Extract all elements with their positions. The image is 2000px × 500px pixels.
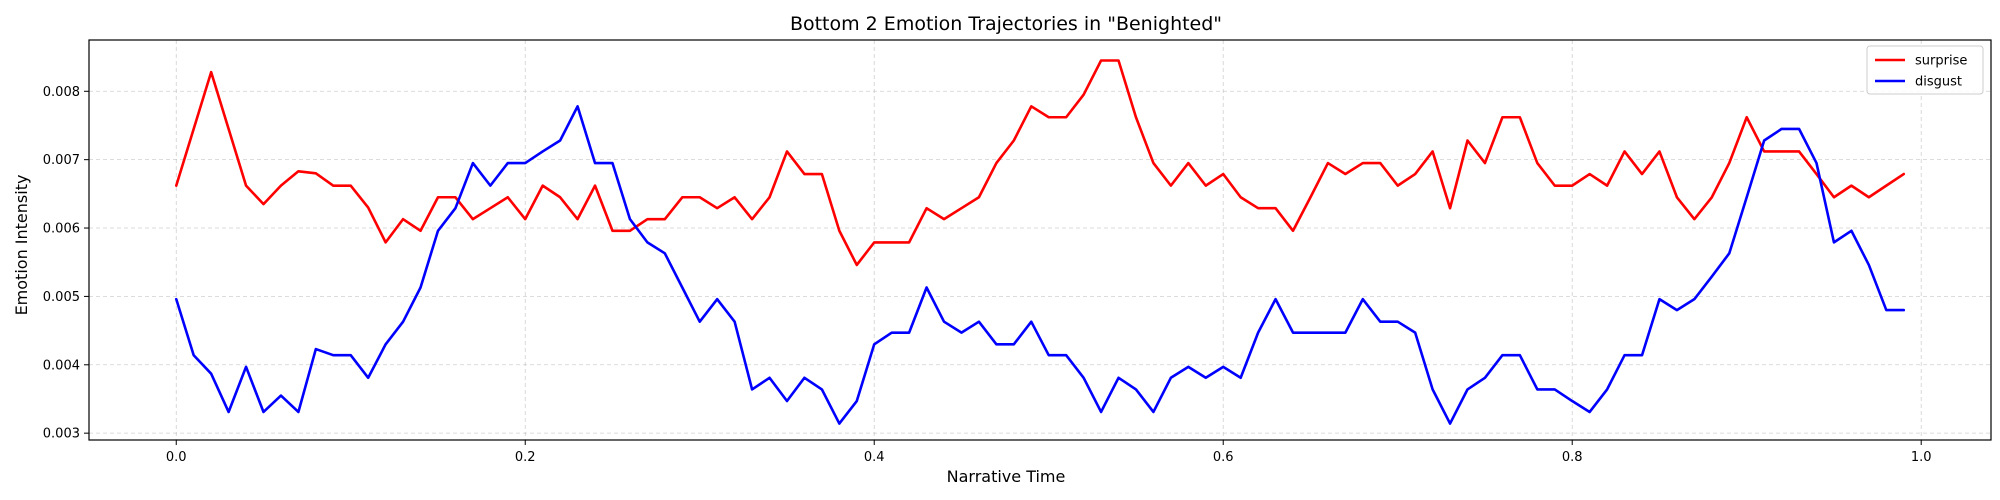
legend-label-surprise: surprise: [1915, 54, 1967, 69]
x-tick-label: 1.0: [1911, 450, 1932, 465]
y-axis-label: Emotion Intensity: [12, 175, 31, 316]
y-tick-label: 0.008: [43, 85, 80, 100]
x-tick-label: 0.6: [1213, 450, 1234, 465]
y-tick-label: 0.003: [43, 427, 80, 442]
series-layer: [174, 59, 1906, 425]
ticks-layer: 0.0 0.2 0.4 0.6 0.8 1.0 0.003 0.004 0.005 0.006 0.…: [43, 85, 1932, 465]
plot-frame: [88, 39, 1992, 441]
x-axis-label: Narrative Time: [947, 467, 1066, 486]
x-tick-label: 0.2: [515, 450, 536, 465]
y-tick-label: 0.007: [43, 153, 80, 168]
x-tick-label: 0.4: [864, 450, 885, 465]
y-tick-label: 0.004: [43, 358, 80, 373]
series-line-surprise: [174, 59, 1906, 267]
legend: surprise disgust: [1866, 45, 1984, 95]
grid-layer: [89, 40, 1991, 440]
x-tick-label: 0.0: [166, 450, 187, 465]
x-tick-label: 0.8: [1562, 450, 1583, 465]
series-line-disgust: [174, 105, 1906, 425]
y-tick-label: 0.006: [43, 222, 80, 237]
axes-layer: [88, 39, 1992, 441]
chart-title: Bottom 2 Emotion Trajectories in "Benigh…: [790, 13, 1222, 35]
y-tick-label: 0.005: [43, 290, 80, 305]
legend-label-disgust: disgust: [1915, 75, 1962, 90]
